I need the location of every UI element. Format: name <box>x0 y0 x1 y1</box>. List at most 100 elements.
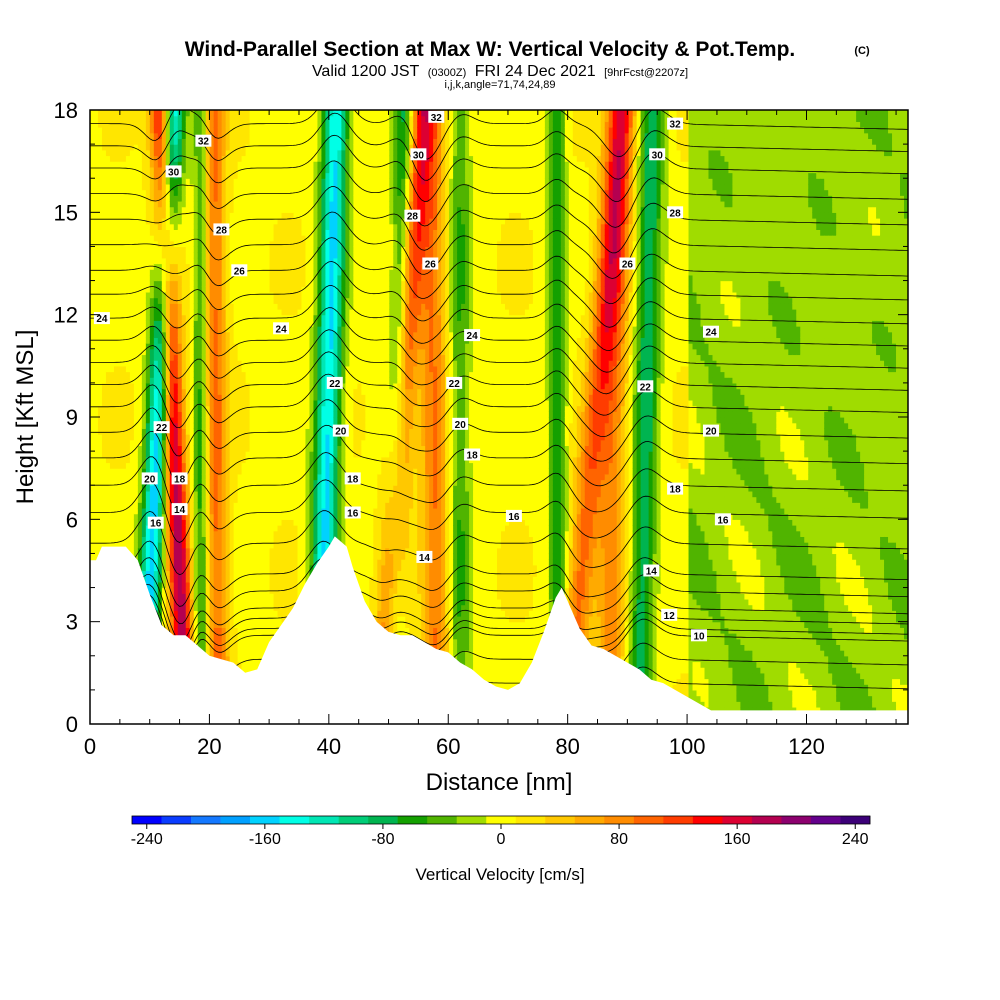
velocity-cell <box>222 536 227 542</box>
velocity-cell <box>230 474 235 480</box>
velocity-cell <box>242 582 247 588</box>
velocity-cell <box>174 309 179 315</box>
velocity-cell <box>94 440 99 446</box>
velocity-cell <box>150 565 155 571</box>
velocity-cell <box>230 292 235 298</box>
velocity-cell <box>158 178 163 184</box>
velocity-cell <box>190 428 195 434</box>
velocity-cell <box>178 235 183 241</box>
velocity-cell <box>262 525 267 531</box>
velocity-cell <box>134 252 139 258</box>
velocity-cell <box>110 184 115 190</box>
velocity-cell <box>150 445 155 451</box>
velocity-cell <box>242 138 247 144</box>
velocity-cell <box>154 275 159 281</box>
velocity-cell <box>202 161 207 167</box>
velocity-cell <box>142 502 147 508</box>
velocity-cell <box>246 457 251 463</box>
velocity-cell <box>110 360 115 366</box>
velocity-cell <box>270 428 275 434</box>
velocity-cell <box>266 258 271 264</box>
velocity-cell <box>210 360 215 366</box>
velocity-cell <box>102 440 107 446</box>
velocity-cell <box>214 173 219 179</box>
velocity-cell <box>258 349 263 355</box>
velocity-cell <box>226 605 231 611</box>
velocity-cell <box>142 417 147 423</box>
velocity-cell <box>210 332 215 338</box>
velocity-cell <box>174 525 179 531</box>
velocity-cell <box>210 264 215 270</box>
velocity-cell <box>270 565 275 571</box>
velocity-cell <box>110 190 115 196</box>
velocity-cell <box>222 116 227 122</box>
velocity-cell <box>242 258 247 264</box>
velocity-cell <box>234 480 239 486</box>
velocity-cell <box>126 229 131 235</box>
velocity-cell <box>182 366 187 372</box>
velocity-cell <box>262 389 267 395</box>
velocity-cell <box>214 343 219 349</box>
velocity-cell <box>102 326 107 332</box>
velocity-cell <box>130 161 135 167</box>
velocity-cell <box>118 485 123 491</box>
velocity-cell <box>234 428 239 434</box>
velocity-cell <box>234 354 239 360</box>
velocity-cell <box>170 428 175 434</box>
velocity-cell <box>242 519 247 525</box>
velocity-cell <box>218 519 223 525</box>
velocity-cell <box>266 400 271 406</box>
velocity-cell <box>166 326 171 332</box>
velocity-cell <box>258 264 263 270</box>
velocity-cell <box>198 474 203 480</box>
velocity-cell <box>258 633 263 639</box>
velocity-cell <box>150 110 155 116</box>
velocity-cell <box>126 525 131 531</box>
velocity-cell <box>218 565 223 571</box>
velocity-cell <box>110 275 115 281</box>
velocity-cell <box>126 372 131 378</box>
velocity-cell <box>250 275 255 281</box>
velocity-cell <box>262 593 267 599</box>
velocity-cell <box>258 536 263 542</box>
velocity-cell <box>242 650 247 656</box>
velocity-cell <box>202 411 207 417</box>
velocity-cell <box>130 150 135 156</box>
velocity-cell <box>110 252 115 258</box>
velocity-cell <box>226 480 231 486</box>
velocity-cell <box>230 184 235 190</box>
velocity-cell <box>230 468 235 474</box>
velocity-cell <box>206 525 211 531</box>
velocity-cell <box>262 440 267 446</box>
velocity-cell <box>154 508 159 514</box>
velocity-cell <box>230 337 235 343</box>
velocity-cell <box>226 536 231 542</box>
velocity-cell <box>254 133 259 139</box>
velocity-cell <box>190 275 195 281</box>
velocity-cell <box>226 434 231 440</box>
velocity-cell <box>166 229 171 235</box>
velocity-cell <box>266 241 271 247</box>
velocity-cell <box>250 298 255 304</box>
velocity-cell <box>186 116 191 122</box>
velocity-cell <box>126 445 131 451</box>
velocity-cell <box>262 400 267 406</box>
velocity-cell <box>218 246 223 252</box>
velocity-cell <box>250 150 255 156</box>
velocity-cell <box>154 133 159 139</box>
velocity-cell <box>154 309 159 315</box>
velocity-cell <box>186 207 191 213</box>
velocity-cell <box>98 298 103 304</box>
velocity-cell <box>254 144 259 150</box>
velocity-cell <box>254 207 259 213</box>
velocity-cell <box>266 519 271 525</box>
velocity-cell <box>262 332 267 338</box>
velocity-cell <box>262 207 267 213</box>
velocity-cell <box>114 428 119 434</box>
velocity-cell <box>178 138 183 144</box>
velocity-cell <box>270 593 275 599</box>
velocity-cell <box>178 218 183 224</box>
velocity-cell <box>238 309 243 315</box>
velocity-cell <box>146 155 151 161</box>
velocity-cell <box>234 656 239 662</box>
